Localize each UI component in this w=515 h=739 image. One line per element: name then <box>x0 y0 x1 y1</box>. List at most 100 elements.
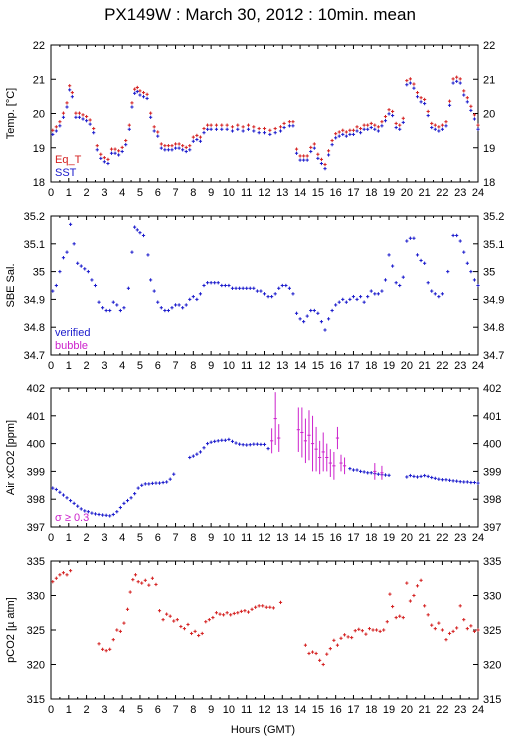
x-tick-label: 18 <box>365 187 377 199</box>
series-series-0 <box>51 569 480 667</box>
y-tick-label-right: 325 <box>483 625 501 637</box>
series--0-3 <box>270 392 384 480</box>
y-tick-label-left: 35.1 <box>24 239 45 251</box>
x-tick-label: 24 <box>472 704 484 716</box>
x-tick-label: 17 <box>347 704 359 716</box>
x-tick-label: 2 <box>84 360 90 372</box>
x-tick-label: 0 <box>48 532 54 544</box>
x-tick-label: 4 <box>119 704 125 716</box>
x-tick-label: 24 <box>472 532 484 544</box>
x-tick-label: 1 <box>66 532 72 544</box>
x-tick-label: 21 <box>419 187 431 199</box>
x-tick-label: 6 <box>155 187 161 199</box>
x-tick-label: 15 <box>312 360 324 372</box>
x-tick-label: 10 <box>223 704 235 716</box>
x-tick-label: 12 <box>258 704 270 716</box>
x-tick-label: 15 <box>312 704 324 716</box>
x-tick-label: 16 <box>330 187 342 199</box>
x-tick-label: 7 <box>172 704 178 716</box>
x-tick-label: 17 <box>347 532 359 544</box>
legend-entry: Eq_T <box>55 154 82 166</box>
x-tick-label: 19 <box>383 360 395 372</box>
y-tick-label-left: 401 <box>27 411 45 423</box>
x-tick-label: 21 <box>419 532 431 544</box>
x-tick-label: 7 <box>172 360 178 372</box>
y-tick-label-right: 34.9 <box>483 294 504 306</box>
y-tick-label-left: 325 <box>27 625 45 637</box>
x-tick-label: 12 <box>258 360 270 372</box>
y-tick-label-right: 315 <box>483 694 501 706</box>
y-axis-label: SBE Sal. <box>5 263 17 307</box>
y-tick-label-right: 400 <box>483 439 501 451</box>
x-tick-label: 3 <box>101 704 107 716</box>
x-tick-label: 10 <box>223 187 235 199</box>
y-tick-label-right: 34.7 <box>483 350 504 362</box>
y-tick-label-right: 34.8 <box>483 322 504 334</box>
x-tick-label: 23 <box>454 704 466 716</box>
legend-entry: bubble <box>55 340 88 352</box>
x-tick-label: 18 <box>365 360 377 372</box>
plot-frame <box>50 44 479 183</box>
y-tick-label-left: 400 <box>27 439 45 451</box>
y-tick-label-right: 401 <box>483 411 501 423</box>
y-tick-label-left: 320 <box>27 660 45 672</box>
x-tick-label: 21 <box>419 360 431 372</box>
y-tick-label-left: 18 <box>33 177 45 189</box>
x-tick-label: 2 <box>84 532 90 544</box>
x-tick-label: 10 <box>223 360 235 372</box>
x-tick-label: 20 <box>401 360 413 372</box>
x-tick-label: 7 <box>172 187 178 199</box>
x-tick-label: 9 <box>208 532 214 544</box>
y-tick-label-left: 398 <box>27 494 45 506</box>
y-tick-label-left: 315 <box>27 694 45 706</box>
y-tick-label-left: 35.2 <box>24 211 45 223</box>
x-tick-label: 0 <box>48 187 54 199</box>
x-tick-label: 14 <box>294 187 306 199</box>
x-tick-label: 7 <box>172 532 178 544</box>
x-tick-label: 13 <box>276 187 288 199</box>
x-tick-label: 17 <box>347 360 359 372</box>
y-tick-label-left: 402 <box>27 383 45 395</box>
legend-entry: SST <box>55 167 77 179</box>
y-tick-label-left: 335 <box>27 556 45 568</box>
x-tick-label: 19 <box>383 187 395 199</box>
x-tick-label: 14 <box>294 360 306 372</box>
y-tick-label-left: 397 <box>27 522 45 534</box>
x-tick-label: 14 <box>294 532 306 544</box>
y-tick-label-left: 399 <box>27 466 45 478</box>
panel-4: 0 1 2 3 4 5 6 7 8 9 10 11 12 13 14 15 16 17 18 19 20 21 22 23 24… <box>5 556 501 716</box>
x-tick-label: 5 <box>137 187 143 199</box>
x-tick-label: 19 <box>383 704 395 716</box>
x-tick-label: 9 <box>208 187 214 199</box>
x-tick-label: 5 <box>137 532 143 544</box>
x-tick-label: 3 <box>101 187 107 199</box>
x-tick-label: 6 <box>155 532 161 544</box>
y-tick-label-left: 21 <box>33 74 45 86</box>
y-tick-label-right: 21 <box>483 74 495 86</box>
plot-frame <box>50 560 479 700</box>
x-tick-label: 11 <box>241 360 252 372</box>
x-tick-label: 20 <box>401 532 413 544</box>
x-tick-label: 15 <box>312 532 324 544</box>
series-eq-t <box>51 75 480 167</box>
x-tick-label: 22 <box>436 532 448 544</box>
y-tick-label-left: 20 <box>33 109 45 121</box>
panel-3: 0 1 2 3 4 5 6 7 8 9 10 11 12 13 14 15 16 17 18 19 20 21 22 23 24… <box>5 383 501 544</box>
x-tick-label: 11 <box>241 187 252 199</box>
x-tick-label: 13 <box>276 704 288 716</box>
x-tick-label: 20 <box>401 704 413 716</box>
y-tick-label-left: 330 <box>27 591 45 603</box>
series-verified <box>51 222 480 332</box>
x-tick-label: 9 <box>208 360 214 372</box>
x-tick-label: 8 <box>190 360 196 372</box>
x-tick-label: 0 <box>48 360 54 372</box>
plot-frame <box>50 387 479 528</box>
y-tick-label-left: 19 <box>33 143 45 155</box>
x-tick-label: 24 <box>472 187 484 199</box>
y-tick-label-left: 34.9 <box>24 294 45 306</box>
y-tick-label-right: 22 <box>483 40 495 52</box>
x-tick-label: 5 <box>137 360 143 372</box>
x-tick-label: 6 <box>155 360 161 372</box>
x-tick-label: 15 <box>312 187 324 199</box>
y-tick-label-right: 35 <box>483 267 495 279</box>
